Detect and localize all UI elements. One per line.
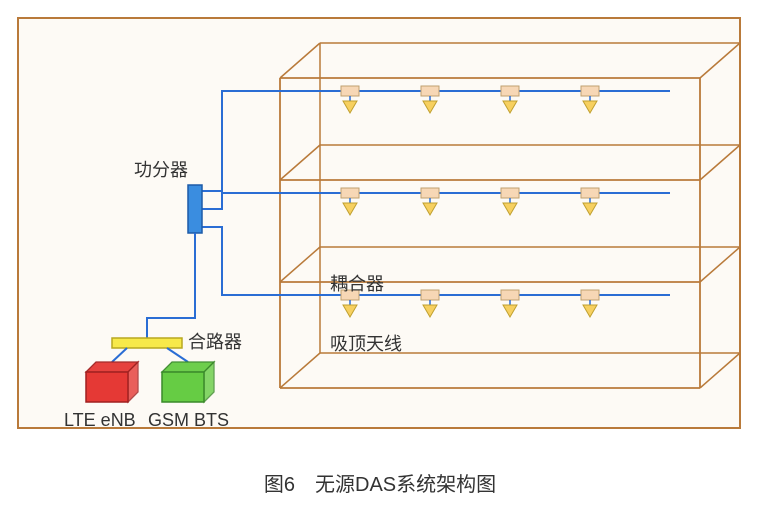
label-lte: LTE eNB (64, 410, 136, 431)
gsm-bts (162, 372, 204, 402)
coupler (581, 290, 599, 300)
coupler (501, 290, 519, 300)
coupler (341, 188, 359, 198)
coupler (421, 290, 439, 300)
label-splitter: 功分器 (134, 156, 188, 182)
combiner (112, 338, 182, 348)
lte-enb (86, 372, 128, 402)
coupler (421, 86, 439, 96)
label-combiner: 合路器 (188, 328, 242, 354)
coupler (581, 188, 599, 198)
coupler (501, 86, 519, 96)
coupler (341, 86, 359, 96)
coupler (421, 188, 439, 198)
label-coupler: 耦合器 (330, 270, 384, 296)
diagram-svg (0, 0, 760, 513)
splitter (188, 185, 202, 233)
coupler (581, 86, 599, 96)
diagram-canvas: 功分器 合路器 LTE eNB GSM BTS 耦合器 吸顶天线 图6 无源DA… (0, 0, 760, 513)
figure-caption: 图6 无源DAS系统架构图 (0, 468, 760, 497)
label-gsm: GSM BTS (148, 410, 229, 431)
coupler (501, 188, 519, 198)
label-antenna: 吸顶天线 (330, 330, 402, 356)
